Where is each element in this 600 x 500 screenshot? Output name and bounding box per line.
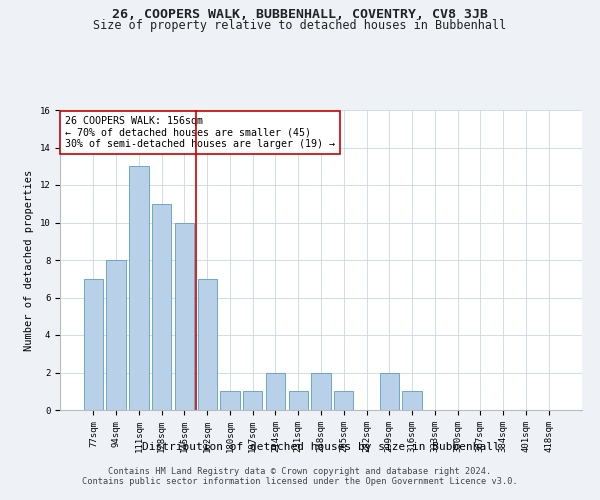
Bar: [380, 372, 399, 410]
Text: 26, COOPERS WALK, BUBBENHALL, COVENTRY, CV8 3JB: 26, COOPERS WALK, BUBBENHALL, COVENTRY, …: [112, 8, 488, 20]
Bar: [152, 204, 172, 410]
Bar: [311, 372, 331, 410]
Bar: [266, 372, 285, 410]
Bar: [175, 222, 194, 410]
Y-axis label: Number of detached properties: Number of detached properties: [24, 170, 34, 350]
Text: Size of property relative to detached houses in Bubbenhall: Size of property relative to detached ho…: [94, 19, 506, 32]
Bar: [334, 391, 353, 410]
Bar: [243, 391, 262, 410]
Bar: [106, 260, 126, 410]
Bar: [220, 391, 239, 410]
Bar: [84, 279, 103, 410]
Text: Distribution of detached houses by size in Bubbenhall: Distribution of detached houses by size …: [142, 442, 500, 452]
Bar: [403, 391, 422, 410]
Bar: [197, 279, 217, 410]
Text: Contains HM Land Registry data © Crown copyright and database right 2024.: Contains HM Land Registry data © Crown c…: [109, 467, 491, 476]
Bar: [289, 391, 308, 410]
Text: Contains public sector information licensed under the Open Government Licence v3: Contains public sector information licen…: [82, 477, 518, 486]
Text: 26 COOPERS WALK: 156sqm
← 70% of detached houses are smaller (45)
30% of semi-de: 26 COOPERS WALK: 156sqm ← 70% of detache…: [65, 116, 335, 149]
Bar: [129, 166, 149, 410]
